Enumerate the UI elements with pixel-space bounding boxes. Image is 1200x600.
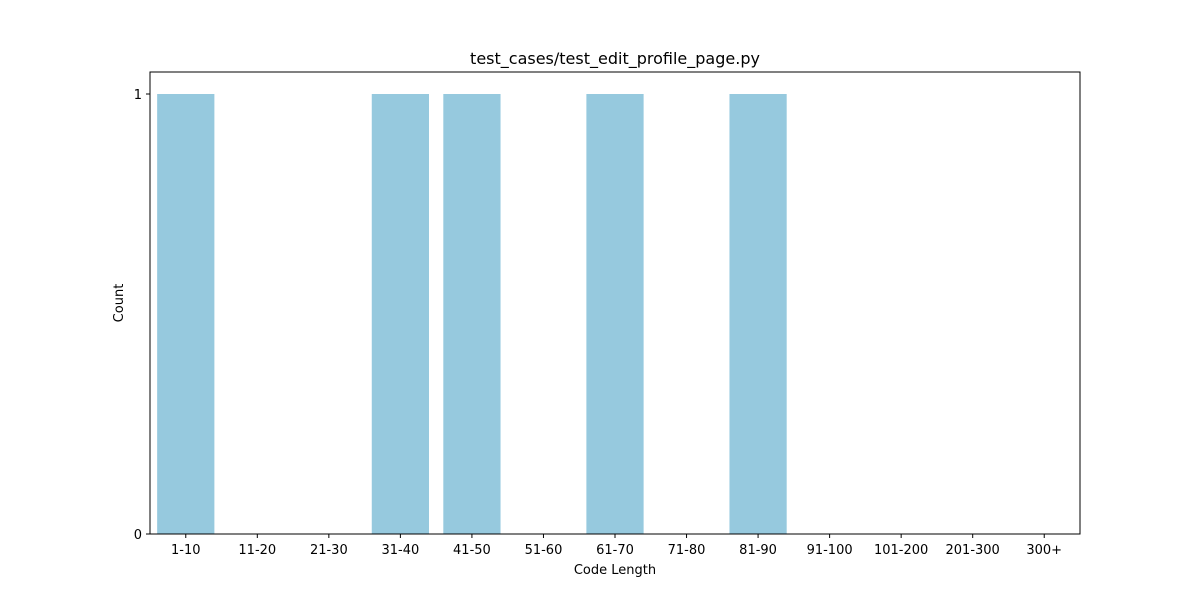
x-axis: 1-10 11-20 21-30 31-40 41-50 51-60 61-70 71-80 8… (171, 534, 1062, 558)
bar-61-70 (586, 94, 644, 534)
bar-81-90 (729, 94, 787, 534)
x-tick-label: 31-40 (381, 543, 419, 558)
chart-title: test_cases/test_edit_profile_page.py (470, 49, 760, 69)
x-tick-label: 51-60 (525, 543, 563, 558)
x-tick-label: 1-10 (171, 543, 201, 558)
y-axis: 01 (134, 88, 150, 543)
x-tick-label: 300+ (1026, 543, 1062, 558)
y-tick-label: 0 (134, 528, 142, 543)
x-tick-label: 71-80 (668, 543, 706, 558)
x-tick-label: 81-90 (739, 543, 777, 558)
y-tick-label: 1 (134, 88, 142, 103)
x-tick-label: 91-100 (807, 543, 853, 558)
bar-41-50 (443, 94, 501, 534)
x-tick-label: 41-50 (453, 543, 491, 558)
y-axis-label: Count (112, 284, 127, 323)
x-tick-label: 61-70 (596, 543, 634, 558)
bar-1-10 (157, 94, 215, 534)
x-tick-label: 201-300 (946, 543, 1000, 558)
x-tick-label: 21-30 (310, 543, 348, 558)
x-axis-label: Code Length (574, 563, 656, 578)
x-tick-label: 101-200 (874, 543, 928, 558)
plot-area (157, 94, 787, 534)
x-tick-label: 11-20 (238, 543, 276, 558)
bar-31-40 (371, 94, 429, 534)
